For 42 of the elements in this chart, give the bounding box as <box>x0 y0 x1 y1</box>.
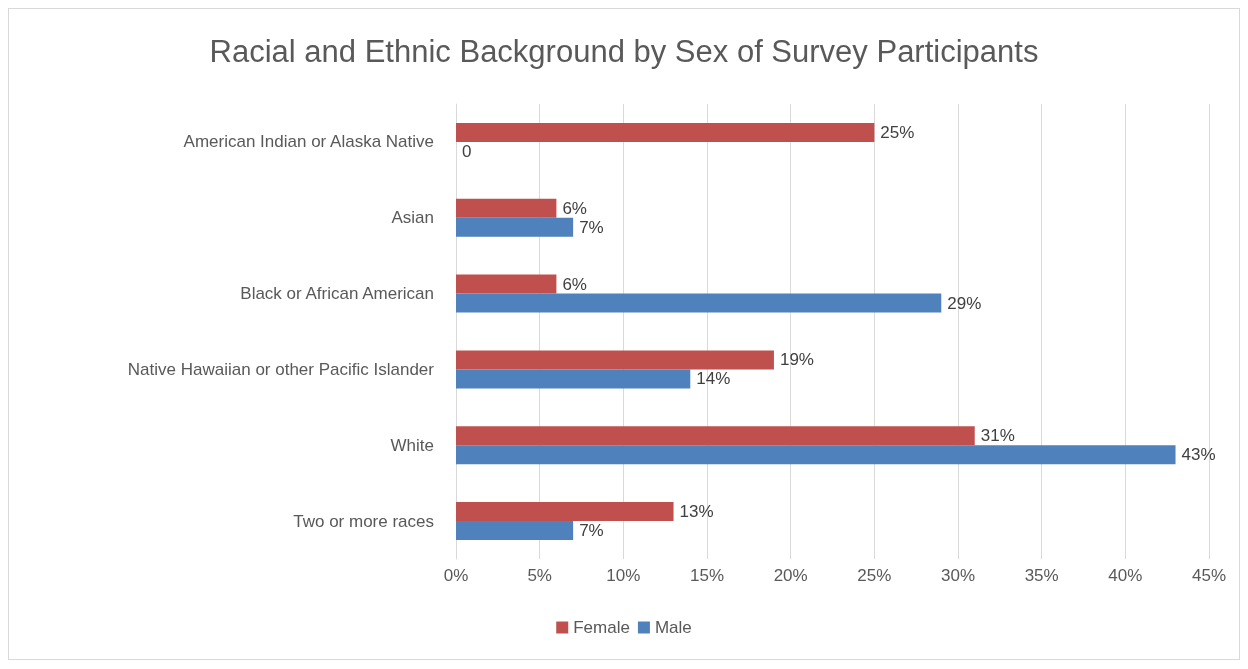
y-tick-label: White <box>390 435 434 455</box>
y-tick-label: Black or African American <box>240 284 434 304</box>
x-tick-label: 10% <box>606 566 641 585</box>
data-label: 6% <box>562 274 587 294</box>
bar <box>456 198 557 218</box>
y-tick-label: Asian <box>391 208 434 228</box>
bar <box>456 217 574 237</box>
data-label: 29% <box>947 293 982 313</box>
bar <box>456 122 875 142</box>
x-tick-label: 45% <box>1191 566 1227 585</box>
x-tick-label: 0% <box>443 566 469 585</box>
x-tick-label: 20% <box>773 566 808 585</box>
x-tick-label: 35% <box>1024 566 1059 585</box>
bar <box>456 369 691 389</box>
x-tick-label: 15% <box>689 566 725 585</box>
data-label: 7% <box>579 521 604 541</box>
data-label: 25% <box>880 122 915 142</box>
data-label: 6% <box>562 198 587 218</box>
data-label: 0 <box>462 141 472 161</box>
y-tick-label: American Indian or Alaska Native <box>183 132 434 152</box>
x-tick-label: 30% <box>940 566 976 585</box>
bar <box>456 521 574 541</box>
data-label: 43% <box>1181 445 1216 465</box>
data-label: 14% <box>696 369 731 389</box>
data-label: 7% <box>579 217 604 237</box>
bar <box>456 426 975 446</box>
bar <box>456 445 1176 465</box>
y-tick-label: Two or more races <box>293 511 434 531</box>
bar <box>456 350 774 370</box>
data-label: 13% <box>679 502 714 522</box>
legend-label: Male <box>654 618 692 637</box>
bar <box>456 293 942 313</box>
legend-label: Female <box>573 618 630 637</box>
bar <box>456 502 674 522</box>
y-tick-label: Native Hawaiian or other Pacific Islander <box>127 359 435 379</box>
data-label: 31% <box>980 426 1015 446</box>
x-tick-label: 25% <box>857 566 892 585</box>
chart-title: Racial and Ethnic Background by Sex of Survey Participants <box>209 34 1039 69</box>
x-tick-label: 5% <box>527 566 552 585</box>
data-label: 19% <box>779 350 814 370</box>
bar <box>456 274 557 294</box>
x-tick-label: 40% <box>1108 566 1143 585</box>
